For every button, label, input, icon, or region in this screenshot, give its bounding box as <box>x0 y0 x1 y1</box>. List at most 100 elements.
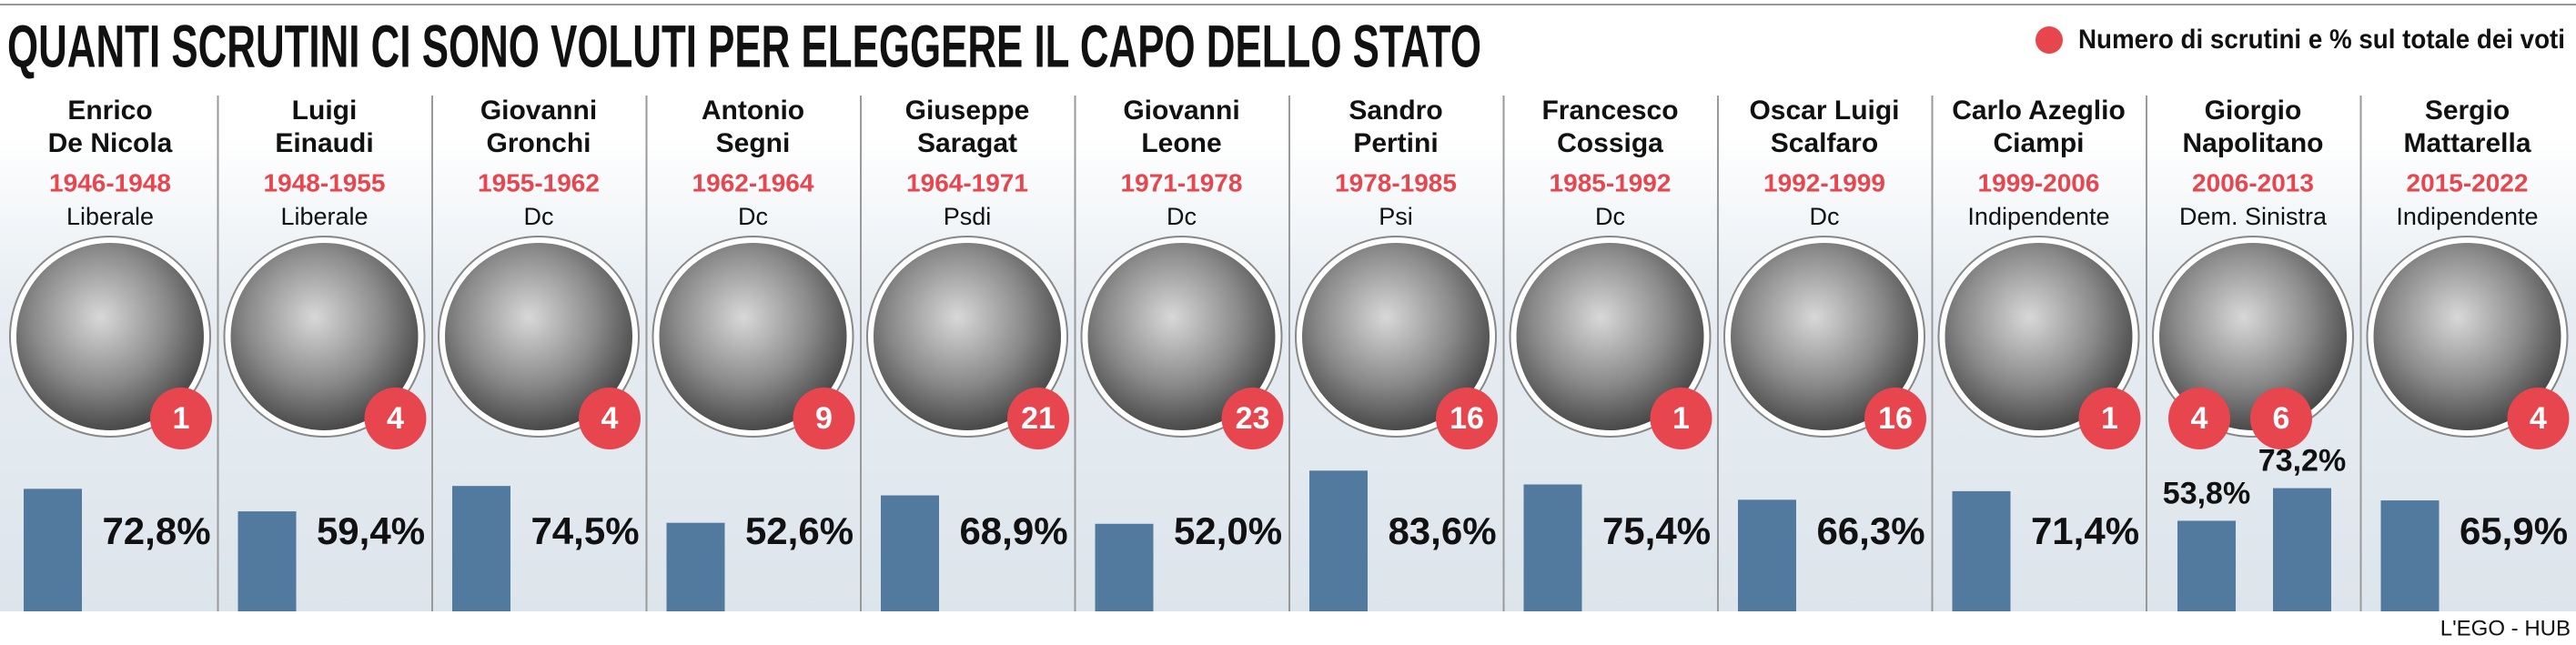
president-name: Giovanni <box>1123 96 1239 126</box>
president-name: Saragat <box>917 128 1017 158</box>
portrait-ring <box>1937 236 2140 438</box>
ballot-badge <box>2168 388 2230 449</box>
portrait <box>1939 237 2138 436</box>
president-name: Giuseppe <box>905 96 1030 126</box>
president-name: Giorgio <box>2205 96 2302 126</box>
portrait-ring <box>438 236 640 438</box>
portrait-ring <box>1723 236 1925 438</box>
ballot-count: 4 <box>387 401 404 436</box>
ballot-count: 23 <box>1236 401 1270 436</box>
percent-label: 71,4% <box>2031 509 2139 552</box>
bar <box>1523 484 1582 611</box>
party: Indipendente <box>2396 203 2538 230</box>
ballot-badge <box>2250 388 2312 449</box>
president-name: Carlo Azeglio <box>1952 96 2126 126</box>
bar <box>24 489 82 611</box>
portrait <box>1510 237 1710 436</box>
ballot-badge <box>1864 388 1926 449</box>
party: Indipendente <box>1967 203 2109 230</box>
bar <box>452 486 510 611</box>
source: L'EGO - HUB <box>2440 616 2571 640</box>
president-name: De Nicola <box>48 128 173 158</box>
president-name: Napolitano <box>2183 128 2324 158</box>
portrait-ring <box>1080 236 1283 438</box>
percent-label: 75,4% <box>1602 509 1711 552</box>
portrait <box>1297 237 1495 436</box>
ballot-badge <box>1436 388 1498 449</box>
term-years: 1948-1955 <box>264 168 386 197</box>
percent-label: 66,3% <box>1816 509 1924 552</box>
portrait-ring <box>1509 236 1712 438</box>
percent-label: 53,8% <box>2163 476 2250 510</box>
ballot-badge <box>364 388 427 449</box>
portrait <box>2368 237 2567 436</box>
portrait-ring <box>9 236 211 438</box>
ballot-badge <box>2507 388 2570 449</box>
chart-title: QUANTI SCRUTINI CI SONO VOLUTI PER ELEGG… <box>7 12 1481 79</box>
percent-label: 59,4% <box>317 509 425 552</box>
ballot-count: 1 <box>173 401 190 436</box>
percent-label: 74,5% <box>530 509 639 552</box>
percent-label: 72,8% <box>102 509 210 552</box>
party: Dc <box>1167 203 1197 230</box>
portrait <box>653 237 853 436</box>
party: Dc <box>1810 203 1840 230</box>
portrait-ring <box>2152 236 2354 438</box>
president-name: Giovanni <box>480 96 597 126</box>
portrait <box>439 237 638 436</box>
percent-label: 73,2% <box>2258 444 2346 479</box>
term-years: 1946-1948 <box>49 168 171 197</box>
president-name: Enrico <box>67 96 152 126</box>
percent-label: 65,9% <box>2460 509 2568 552</box>
ballot-badge <box>150 388 212 449</box>
term-years: 1955-1962 <box>478 168 600 197</box>
party: Liberale <box>66 203 154 230</box>
ballot-count: 21 <box>1021 401 1056 436</box>
legend-marker <box>2036 26 2063 54</box>
president-name: Oscar Luigi <box>1749 96 1899 126</box>
bar <box>2273 488 2331 611</box>
bar <box>881 495 939 611</box>
portrait-ring <box>866 236 1068 438</box>
portrait <box>11 237 209 436</box>
ballot-count: 1 <box>1672 401 1690 436</box>
president-name: Cossiga <box>1557 128 1663 158</box>
president-name: Ciampi <box>1993 128 2084 158</box>
bar <box>237 511 297 611</box>
president-name: Segni <box>716 128 791 158</box>
president-name: Sergio <box>2425 96 2510 126</box>
president-name: Francesco <box>1541 96 1678 126</box>
percent-label: 52,6% <box>745 509 854 552</box>
percent-label: 83,6% <box>1388 509 1496 552</box>
portrait <box>225 237 424 436</box>
ballot-badge <box>793 388 855 449</box>
portrait-ring <box>1295 236 1497 438</box>
term-years: 1978-1985 <box>1335 168 1457 197</box>
president-name: Mattarella <box>2403 128 2531 158</box>
portrait-ring <box>223 236 426 438</box>
legend-label: Numero di scrutini e % sul totale dei vo… <box>2078 25 2565 55</box>
ballot-count: 4 <box>2530 401 2547 436</box>
percent-label: 52,0% <box>1174 509 1282 552</box>
bar <box>1952 490 2011 611</box>
ballot-badge <box>579 388 641 449</box>
president-name: Gronchi <box>486 128 591 158</box>
bar <box>2380 500 2440 611</box>
portrait <box>1082 237 1281 436</box>
bar <box>666 522 725 611</box>
party: Psdi <box>944 203 992 230</box>
president-name: Sandro <box>1349 96 1442 126</box>
term-years: 1962-1964 <box>692 168 814 197</box>
ballot-count: 1 <box>2101 401 2118 436</box>
term-years: 1999-2006 <box>1978 168 2100 197</box>
term-years: 2006-2013 <box>2192 168 2314 197</box>
term-years: 1971-1978 <box>1121 168 1243 197</box>
bar <box>1738 499 1796 611</box>
portrait <box>1725 237 1924 436</box>
party: Dc <box>524 203 554 230</box>
ballot-count: 6 <box>2273 401 2290 436</box>
president-name: Antonio <box>702 96 804 126</box>
ballot-badge <box>1007 388 1069 449</box>
